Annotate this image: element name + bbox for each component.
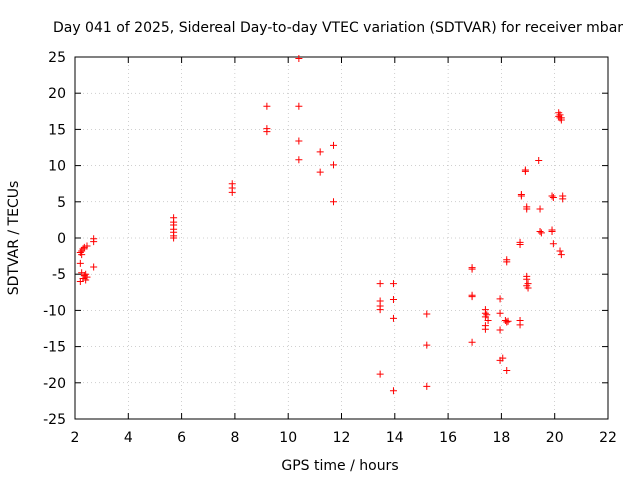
- y-tick-label: -10: [43, 303, 66, 319]
- y-tick-label: -20: [43, 376, 66, 392]
- data-point: [523, 275, 531, 283]
- x-axis-label: GPS time / hours: [281, 458, 398, 474]
- data-point: [83, 242, 91, 250]
- data-point: [423, 341, 431, 349]
- data-point: [376, 370, 384, 378]
- data-point: [496, 326, 504, 334]
- data-point: [521, 166, 529, 174]
- x-tick-label: 4: [124, 430, 133, 446]
- data-point: [376, 306, 384, 314]
- data-point: [330, 161, 338, 169]
- data-point: [559, 192, 567, 200]
- data-point: [82, 270, 90, 278]
- data-point: [295, 54, 303, 62]
- x-tick-label: 18: [492, 430, 510, 446]
- data-point: [78, 251, 86, 259]
- data-point: [90, 235, 98, 243]
- data-point: [557, 251, 565, 259]
- data-point: [170, 234, 178, 242]
- x-tick-label: 8: [230, 430, 239, 446]
- data-point: [79, 245, 87, 253]
- data-point: [503, 318, 511, 326]
- y-tick-label: 25: [48, 50, 66, 66]
- x-tick-label: 22: [599, 430, 617, 446]
- data-point: [330, 141, 338, 149]
- x-tick-label: 6: [177, 430, 186, 446]
- data-point: [295, 102, 303, 110]
- data-point: [556, 247, 564, 255]
- data-point: [548, 226, 556, 234]
- data-point: [496, 295, 504, 303]
- y-tick-label: 5: [57, 195, 66, 211]
- y-tick-label: -25: [43, 412, 66, 428]
- x-tick-label: 20: [546, 430, 564, 446]
- data-point: [263, 128, 271, 136]
- y-tick-label: 20: [48, 86, 66, 102]
- data-point: [330, 198, 338, 206]
- x-tick-label: 14: [386, 430, 404, 446]
- data-point: [535, 157, 543, 165]
- data-point: [316, 148, 324, 156]
- data-point: [316, 168, 324, 176]
- data-point: [295, 137, 303, 145]
- data-point: [503, 366, 511, 374]
- data-point: [423, 310, 431, 318]
- data-point: [499, 354, 507, 362]
- data-point: [484, 317, 492, 325]
- data-point: [90, 263, 98, 271]
- data-point: [76, 277, 84, 285]
- data-point: [468, 265, 476, 273]
- data-point: [516, 321, 524, 329]
- data-point: [389, 296, 397, 304]
- data-point: [524, 280, 532, 288]
- y-tick-label: -15: [43, 340, 66, 356]
- y-axis-label: SDTVAR / TECUs: [6, 181, 22, 296]
- x-tick-label: 16: [439, 430, 457, 446]
- data-point: [468, 293, 476, 301]
- data-point: [263, 102, 271, 110]
- y-tick-label: 10: [48, 159, 66, 175]
- data-point: [504, 317, 512, 325]
- data-point: [468, 338, 476, 346]
- data-point: [516, 238, 524, 246]
- data-point: [537, 229, 545, 237]
- y-tick-label: 15: [48, 122, 66, 138]
- data-point: [389, 280, 397, 288]
- y-tick-label: -5: [52, 267, 66, 283]
- data-point: [496, 309, 504, 317]
- data-point: [76, 259, 84, 267]
- data-point: [517, 192, 525, 200]
- data-point: [503, 256, 511, 264]
- data-point: [481, 325, 489, 333]
- chart-title: Day 041 of 2025, Sidereal Day-to-day VTE…: [53, 20, 623, 36]
- data-point: [548, 192, 556, 200]
- y-tick-label: 0: [57, 231, 66, 247]
- axes: 2 4 6 8 10 12 14 16 18 20 22 -25 -20 -15 -10 -5 0 5 10 15 20…: [43, 50, 617, 446]
- grid-lines: [75, 57, 608, 419]
- x-tick-label: 10: [279, 430, 297, 446]
- data-point: [376, 280, 384, 288]
- data-point: [536, 205, 544, 213]
- data-point: [483, 311, 491, 319]
- x-tick-label: 12: [333, 430, 351, 446]
- data-points: [76, 54, 567, 395]
- data-point: [295, 156, 303, 164]
- data-point: [389, 387, 397, 395]
- data-point: [549, 240, 557, 248]
- x-tick-label: 2: [71, 430, 80, 446]
- data-point: [549, 193, 557, 201]
- data-point: [523, 203, 531, 211]
- data-point: [80, 272, 88, 280]
- data-point: [228, 188, 236, 196]
- data-point: [389, 314, 397, 322]
- data-point: [557, 116, 565, 124]
- data-point: [423, 382, 431, 390]
- data-point: [536, 227, 544, 235]
